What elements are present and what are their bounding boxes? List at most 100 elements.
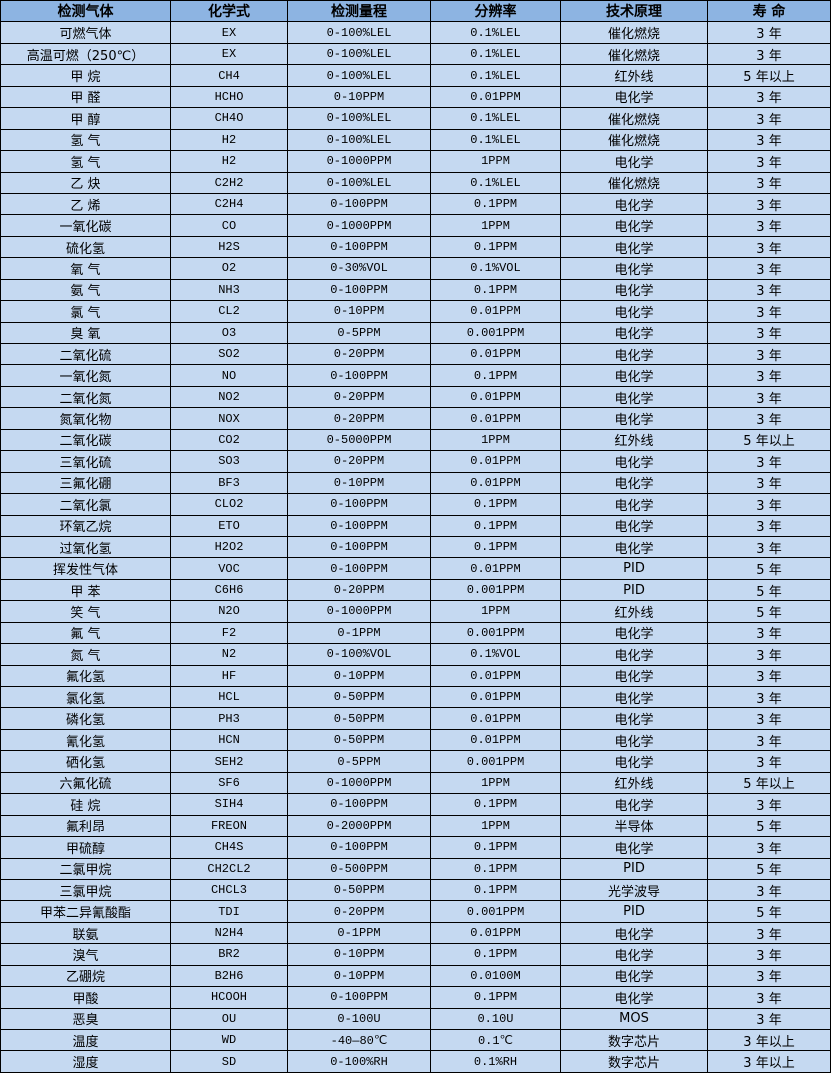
table-row: 湿度 SD 0-100%RH 0.1%RH 数字芯片 3 年以上 [0, 1050, 831, 1073]
table-row: 过氧化氢 H2O2 0-100PPM 0.1PPM 电化学 3 年 [0, 535, 831, 559]
cell-resolution: 0.10U [430, 1007, 561, 1031]
cell-range: 0-5PPM [287, 750, 431, 773]
cell-lifespan: 3 年 [707, 943, 831, 966]
cell-lifespan: 5 年 [707, 600, 831, 623]
cell-resolution: 0.1PPM [430, 278, 561, 302]
cell-lifespan: 3 年 [707, 192, 831, 216]
cell-gas: 臭 氧 [0, 321, 171, 345]
cell-range: 0-1000PPM [287, 150, 431, 173]
cell-gas: 溴气 [0, 943, 171, 966]
cell-resolution: 0.0100M [430, 964, 561, 988]
cell-resolution: 0.01PPM [430, 300, 561, 323]
table-row: 高温可燃（250℃） EX 0-100%LEL 0.1%LEL 催化燃烧 3 年 [0, 42, 831, 66]
cell-formula: BR2 [170, 943, 288, 966]
cell-lifespan: 3 年 [707, 836, 831, 859]
table-header-row: 检测气体 化学式 检测量程 分辨率 技术原理 寿 命 [0, 0, 831, 23]
cell-formula: PH3 [170, 707, 288, 730]
cell-resolution: 0.01PPM [430, 471, 561, 495]
cell-resolution: 0.01PPM [430, 407, 561, 430]
cell-principle: 电化学 [560, 685, 708, 709]
cell-gas: 六氟化硫 [0, 771, 171, 795]
cell-lifespan: 5 年以上 [707, 64, 831, 87]
cell-formula: N2H4 [170, 921, 288, 945]
cell-gas: 氮氧化物 [0, 407, 171, 430]
table-row: 硒化氢 SEH2 0-5PPM 0.001PPM 电化学 3 年 [0, 750, 831, 773]
cell-range: 0-500PPM [287, 857, 431, 880]
cell-resolution: 0.01PPM [430, 664, 561, 688]
cell-principle: 数字芯片 [560, 1028, 708, 1052]
cell-principle: MOS [560, 1007, 708, 1031]
cell-range: 0-100%LEL [287, 128, 431, 152]
cell-lifespan: 3 年 [707, 493, 831, 516]
table-row: 氟化氢 HF 0-10PPM 0.01PPM 电化学 3 年 [0, 664, 831, 688]
cell-gas: 甲 苯 [0, 578, 171, 602]
cell-lifespan: 5 年 [707, 557, 831, 580]
cell-resolution: 0.1PPM [430, 986, 561, 1009]
cell-range: 0-100%LEL [287, 42, 431, 66]
cell-range: 0-1000PPM [287, 600, 431, 623]
cell-gas: 甲 醛 [0, 85, 171, 109]
cell-formula: OU [170, 1007, 288, 1031]
cell-range: 0-100U [287, 1007, 431, 1031]
cell-lifespan: 3 年 [707, 235, 831, 259]
cell-range: 0-100PPM [287, 836, 431, 859]
cell-resolution: 0.01PPM [430, 450, 561, 473]
cell-resolution: 1PPM [430, 771, 561, 795]
table-row: 一氧化碳 CO 0-1000PPM 1PPM 电化学 3 年 [0, 214, 831, 237]
cell-principle: 电化学 [560, 321, 708, 345]
cell-lifespan: 3 年 [707, 793, 831, 816]
table-row: 乙硼烷 B2H6 0-10PPM 0.0100M 电化学 3 年 [0, 964, 831, 988]
cell-formula: CH4O [170, 107, 288, 130]
cell-formula: SD [170, 1050, 288, 1073]
cell-gas: 氟 气 [0, 621, 171, 645]
header-principle: 技术原理 [560, 0, 708, 23]
cell-gas: 氢 气 [0, 128, 171, 152]
cell-principle: 催化燃烧 [560, 171, 708, 194]
cell-gas: 氯化氢 [0, 685, 171, 709]
cell-resolution: 0.1%RH [430, 1050, 561, 1073]
cell-resolution: 0.1PPM [430, 364, 561, 387]
cell-principle: 电化学 [560, 450, 708, 473]
table-row: 笑 气 N2O 0-1000PPM 1PPM 红外线 5 年 [0, 600, 831, 623]
cell-resolution: 0.1%LEL [430, 42, 561, 66]
table-row: 二氧化氮 NO2 0-20PPM 0.01PPM 电化学 3 年 [0, 385, 831, 409]
cell-range: 0-1000PPM [287, 214, 431, 237]
cell-gas: 氢 气 [0, 150, 171, 173]
cell-resolution: 1PPM [430, 814, 561, 838]
header-lifespan: 寿 命 [707, 0, 831, 23]
cell-range: 0-100PPM [287, 986, 431, 1009]
cell-formula: HCHO [170, 85, 288, 109]
cell-lifespan: 3 年以上 [707, 1050, 831, 1073]
cell-resolution: 0.1%VOL [430, 643, 561, 666]
table-row: 氨 气 NH3 0-100PPM 0.1PPM 电化学 3 年 [0, 278, 831, 302]
cell-lifespan: 3 年 [707, 342, 831, 366]
cell-lifespan: 5 年 [707, 814, 831, 838]
cell-range: 0-50PPM [287, 707, 431, 730]
cell-principle: 电化学 [560, 793, 708, 816]
cell-range: 0-100%VOL [287, 643, 431, 666]
cell-resolution: 0.1PPM [430, 943, 561, 966]
cell-formula: CL2 [170, 300, 288, 323]
cell-lifespan: 3 年 [707, 621, 831, 645]
cell-range: 0-100PPM [287, 278, 431, 302]
cell-lifespan: 3 年 [707, 385, 831, 409]
cell-principle: 电化学 [560, 257, 708, 280]
cell-resolution: 0.1PPM [430, 857, 561, 880]
cell-resolution: 0.1%LEL [430, 128, 561, 152]
cell-formula: H2O2 [170, 535, 288, 559]
cell-formula: NOX [170, 407, 288, 430]
cell-formula: VOC [170, 557, 288, 580]
cell-resolution: 0.001PPM [430, 900, 561, 923]
cell-gas: 硒化氢 [0, 750, 171, 773]
cell-lifespan: 3 年 [707, 643, 831, 666]
cell-resolution: 0.01PPM [430, 685, 561, 709]
cell-range: 0-100PPM [287, 557, 431, 580]
cell-formula: CH4S [170, 836, 288, 859]
header-formula: 化学式 [170, 0, 288, 23]
table-row: 氯化氢 HCL 0-50PPM 0.01PPM 电化学 3 年 [0, 685, 831, 709]
cell-resolution: 0.1%LEL [430, 107, 561, 130]
table-row: 乙 炔 C2H2 0-100%LEL 0.1%LEL 催化燃烧 3 年 [0, 171, 831, 194]
cell-principle: 电化学 [560, 235, 708, 259]
cell-range: 0-20PPM [287, 900, 431, 923]
